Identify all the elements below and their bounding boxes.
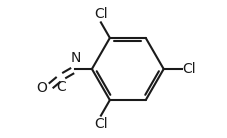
Text: Cl: Cl: [182, 62, 195, 76]
Text: N: N: [70, 51, 80, 65]
Text: O: O: [36, 81, 47, 95]
Text: Cl: Cl: [94, 117, 107, 131]
Text: C: C: [56, 80, 66, 94]
Text: Cl: Cl: [94, 7, 107, 21]
